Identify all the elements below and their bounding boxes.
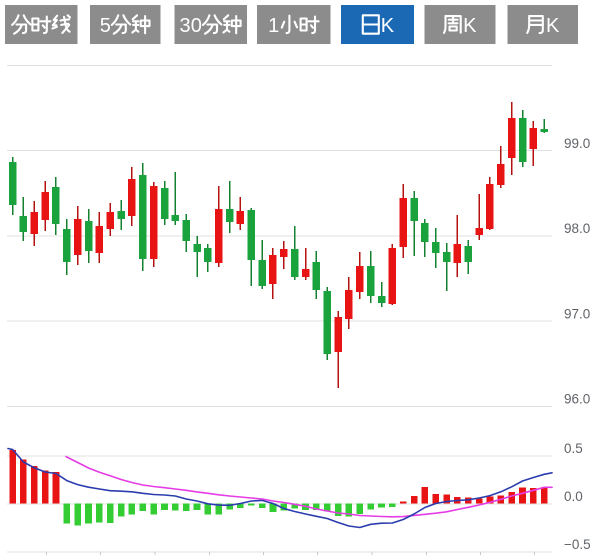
svg-text:3: 3 xyxy=(180,15,191,37)
svg-text:K: K xyxy=(546,15,560,37)
svg-text:0.0: 0.0 xyxy=(564,489,583,504)
svg-text:K: K xyxy=(381,15,395,37)
svg-text:97.0: 97.0 xyxy=(564,306,590,321)
svg-text:1: 1 xyxy=(268,15,279,37)
svg-text:−0.5: −0.5 xyxy=(564,537,591,552)
svg-text:K: K xyxy=(463,15,477,37)
svg-text:0: 0 xyxy=(191,15,202,37)
svg-text:98.0: 98.0 xyxy=(564,221,590,236)
svg-text:99.0: 99.0 xyxy=(564,136,590,151)
svg-text:96.0: 96.0 xyxy=(564,392,590,407)
svg-text:5: 5 xyxy=(100,15,111,37)
svg-text:0.5: 0.5 xyxy=(564,441,583,456)
